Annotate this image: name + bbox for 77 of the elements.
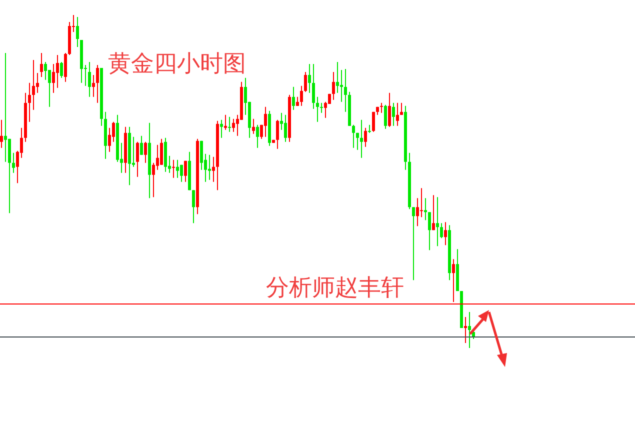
candlestick [132, 136, 135, 168]
candlestick [256, 124, 259, 148]
candlestick [304, 71, 307, 92]
candlestick [0, 119, 3, 148]
candlestick [332, 71, 335, 100]
candlestick [172, 159, 175, 178]
candlestick [264, 106, 267, 138]
candlestick [252, 118, 255, 134]
candlestick [228, 116, 231, 132]
candlestick [352, 124, 355, 148]
candlestick [356, 132, 359, 150]
candlestick [360, 119, 363, 158]
candlestick [32, 59, 35, 110]
candlestick [300, 85, 303, 106]
candlestick [428, 212, 431, 251]
candlestick [112, 121, 115, 142]
candlestick [4, 52, 7, 162]
candlestick [316, 96, 319, 122]
candlestick [440, 222, 443, 239]
candlestick [276, 119, 279, 150]
candlestick [344, 68, 347, 112]
candlestick [420, 188, 423, 218]
candlestick [232, 118, 235, 132]
candlestick [88, 61, 91, 98]
candlestick [336, 61, 339, 94]
candlestick [208, 154, 211, 180]
candlestick [416, 198, 419, 227]
candlestick [320, 102, 323, 114]
candlestick [36, 72, 39, 94]
candlestick [92, 74, 95, 98]
candlestick [184, 160, 187, 182]
candlestick [28, 82, 31, 122]
candlestick [144, 141, 147, 164]
annotation: 分析师赵丰轩 [266, 274, 404, 303]
candlestick [436, 196, 439, 247]
candlestick [340, 69, 343, 102]
candlestick [372, 111, 375, 132]
candlestick [52, 63, 55, 94]
candlestick [308, 63, 311, 94]
candlestick [136, 141, 139, 178]
candlestick [152, 162, 155, 198]
candlestick [140, 135, 143, 156]
candlestick [44, 61, 47, 80]
candlestick [180, 164, 183, 182]
candlestick [96, 64, 99, 104]
candlestick [292, 86, 295, 110]
candlestick [212, 156, 215, 182]
text: 黄金四小时图 [108, 50, 246, 79]
candlestick [384, 104, 387, 130]
candlestick [392, 102, 395, 126]
candlestick [400, 102, 403, 116]
candlestick [380, 102, 383, 114]
candlestick [176, 159, 179, 178]
candlestick [76, 16, 79, 48]
candlestick [192, 190, 195, 224]
candlestick [56, 54, 59, 88]
candlestick [284, 114, 287, 142]
candlestick [40, 52, 43, 78]
candlestick [64, 52, 67, 82]
candlestick [464, 316, 467, 344]
candlestick [200, 140, 203, 170]
candlestick [396, 102, 399, 126]
candlestick [364, 127, 367, 148]
candlestick [424, 198, 427, 221]
candlestick [444, 222, 447, 246]
candlestick [60, 61, 63, 78]
candlestick [224, 114, 227, 130]
candlestick [312, 63, 315, 110]
candlestick [388, 92, 391, 128]
candlestick [432, 194, 435, 231]
candlestick [108, 127, 111, 152]
candlestick [12, 152, 15, 174]
candlestick [160, 138, 163, 166]
candlestick [412, 206, 415, 281]
candlestick [468, 312, 471, 348]
candlestick [220, 119, 223, 138]
candlestick [8, 138, 11, 214]
